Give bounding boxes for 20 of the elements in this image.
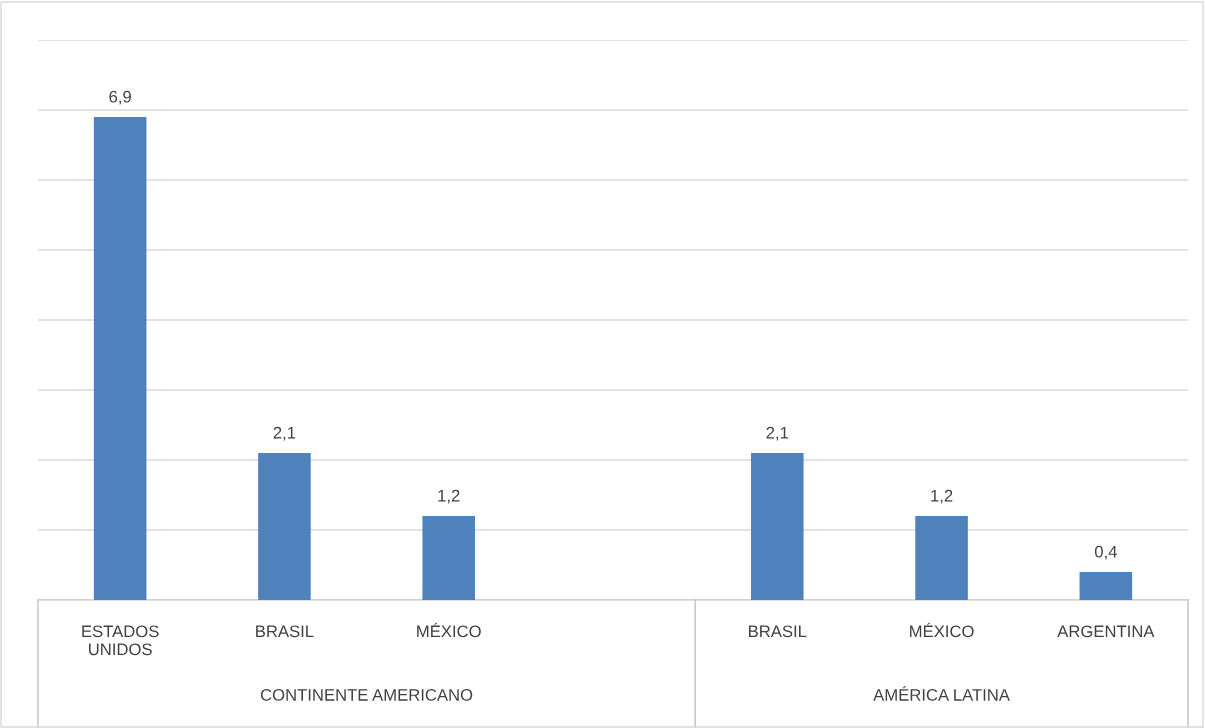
bar [422,516,475,600]
x-tick-label: BRASIL [749,625,807,638]
text: CONTINENTE AMERICANO [260,688,473,701]
data-label: 2,1 [766,426,789,441]
text: AMÉRICA LATINA [873,686,1010,701]
data-label: 0,4 [1094,545,1117,560]
x-tick-label: BRASIL [256,625,314,638]
bar [915,516,968,600]
bar [93,117,147,600]
data-label: 1,2 [438,489,460,504]
x-tick-label: MÉXICO [417,622,481,638]
bar [1079,572,1133,600]
x-tick-label: ESTADOS UNIDOS [82,625,159,656]
bar [751,453,804,600]
x-tick-label: MÉXICO [910,622,974,638]
x-tick-label: ARGENTINA [1057,625,1155,638]
data-label: 1,2 [931,489,953,504]
bar [258,453,311,600]
data-label: 2,1 [273,426,296,441]
data-label: 6,9 [109,90,131,105]
